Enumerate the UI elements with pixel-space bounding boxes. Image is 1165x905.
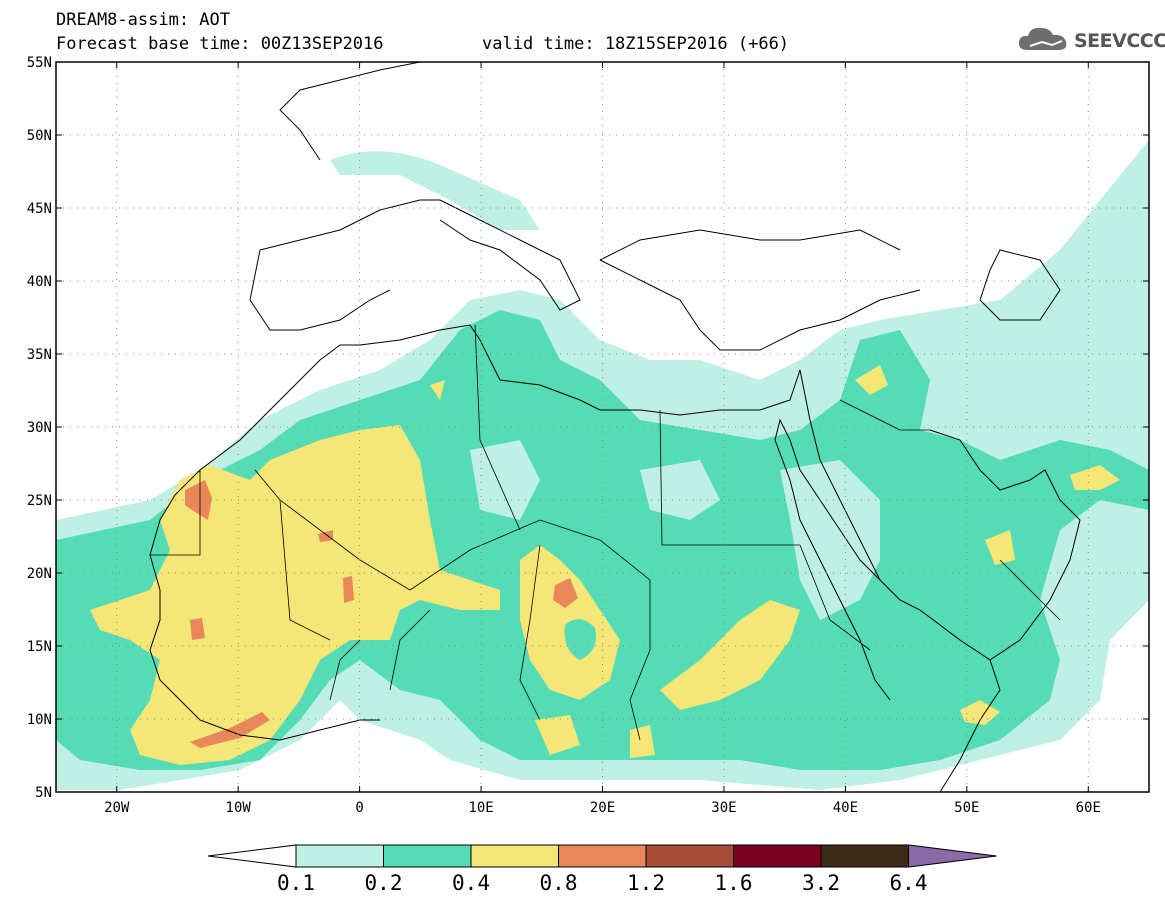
colorbar-label: 1.6	[715, 871, 753, 895]
lat-label: 15N	[27, 639, 52, 655]
colorbar-label: 0.4	[452, 871, 490, 895]
colorbar-under-arrow	[207, 844, 297, 868]
colorbar-segment	[645, 844, 734, 868]
colorbar-segment	[558, 844, 647, 868]
aot-colorbar: 0.1 0.2 0.4 0.8 1.2 1.6 3.2 6.4	[207, 844, 997, 895]
aot-band-0.8-senegal	[190, 618, 205, 640]
lon-label: 20W	[104, 800, 130, 816]
colorbar-label: 1.2	[627, 871, 665, 895]
aot-band-0.4-libya	[430, 380, 445, 400]
aot-hole-light-3	[640, 460, 720, 520]
lon-label: 40E	[833, 800, 858, 816]
aot-band-0.4-sudan	[660, 600, 800, 710]
lat-label: 20N	[27, 566, 52, 582]
lon-label: 50E	[954, 800, 979, 816]
country-borders	[150, 324, 1061, 741]
colorbar-segment	[733, 844, 822, 868]
lat-label: 25N	[27, 493, 52, 509]
aot-band-0.4-south	[535, 715, 580, 755]
logo-text: SEEVCCC	[1074, 30, 1165, 52]
aot-band-0.1-north	[330, 151, 540, 230]
forecast-base-time: Forecast base time: 00Z13SEP2016	[56, 34, 384, 54]
lon-label: 0	[355, 800, 363, 816]
colorbar-segment	[470, 844, 559, 868]
aot-band-0.4-south2	[630, 725, 655, 758]
aot-band-0.2	[56, 310, 1149, 770]
lat-lon-grid	[56, 62, 1149, 792]
lat-label: 40N	[27, 274, 52, 290]
colorbar-segment	[295, 844, 384, 868]
valid-time: valid time: 18Z15SEP2016 (+66)	[482, 34, 790, 54]
lon-label: 60E	[1076, 800, 1101, 816]
cloud-icon	[1018, 27, 1067, 50]
lat-label: 10N	[27, 712, 52, 728]
coastlines	[149, 62, 1081, 792]
aot-band-0.4-iraq	[855, 365, 888, 395]
aot-band-0.8-mali2	[318, 530, 333, 542]
lon-label: 10W	[226, 800, 252, 816]
aot-band-0.8-guinea	[190, 712, 270, 748]
lat-label: 35N	[27, 347, 52, 363]
map-title: DREAM8-assim: AOT	[56, 10, 230, 30]
colorbar-segment	[383, 844, 472, 868]
lon-label: 30E	[711, 800, 736, 816]
seevccc-logo: SEEVCCC	[1016, 22, 1165, 58]
colorbar-segment	[820, 844, 909, 868]
aot-band-0.4-gulf	[1070, 465, 1120, 490]
latitude-axis: 5N 10N 15N 20N 25N 30N 35N 40N 45N 50N 55N	[27, 55, 1149, 801]
aot-band-0.8-mali	[343, 576, 354, 603]
colorbar-label: 0.2	[365, 871, 403, 895]
aot-band-0.4-oman	[985, 530, 1015, 565]
aot-band-0.4-yemen	[960, 700, 1000, 725]
lat-label: 55N	[27, 55, 52, 71]
aot-band-0.8-chad	[553, 578, 578, 608]
aot-hole-green-chad	[564, 619, 596, 660]
aot-band-0.8-morocco	[185, 480, 212, 520]
colorbar-label: 6.4	[890, 871, 928, 895]
colorbar-label: 0.8	[540, 871, 578, 895]
longitude-axis: 20W 10W 0 10E 20E 30E 40E 50E 60E	[104, 62, 1101, 816]
colorbar-over-arrow	[908, 844, 997, 868]
lat-label: 50N	[27, 128, 52, 144]
lat-label: 45N	[27, 201, 52, 217]
colorbar-label: 0.1	[277, 871, 315, 895]
colorbar-label: 3.2	[802, 871, 840, 895]
lon-label: 10E	[468, 800, 493, 816]
lon-label: 20E	[590, 800, 615, 816]
aot-fields	[56, 62, 1149, 792]
lat-label: 5N	[35, 785, 52, 801]
lat-label: 30N	[27, 420, 52, 436]
aot-hole-light-2	[470, 440, 540, 520]
